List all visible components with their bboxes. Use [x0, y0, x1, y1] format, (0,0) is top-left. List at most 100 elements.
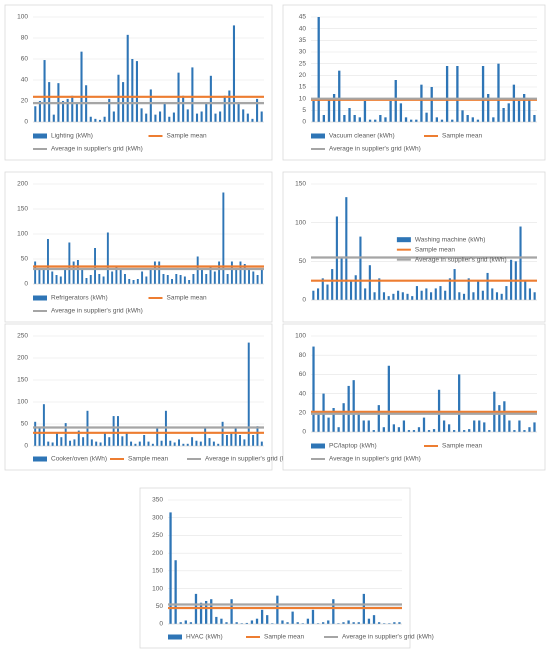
y-tick-label: 250: [17, 333, 28, 340]
bar: [191, 67, 194, 122]
bar: [149, 269, 152, 284]
bar: [442, 420, 446, 432]
bar: [327, 417, 330, 432]
bar: [209, 75, 212, 122]
bar: [204, 428, 207, 446]
bar: [256, 275, 259, 284]
y-tick-label: 10: [299, 95, 307, 102]
bar: [260, 111, 263, 122]
bar: [451, 119, 454, 122]
bar: [481, 290, 484, 300]
bar: [519, 226, 522, 300]
panel: [282, 323, 546, 471]
bar: [340, 257, 343, 300]
bar: [230, 599, 233, 624]
y-tick-label: 45: [299, 14, 307, 21]
bar: [246, 113, 249, 122]
bar: [372, 615, 376, 624]
bar: [215, 616, 218, 624]
y-tick-label: 5: [302, 107, 306, 114]
y-tick-label: 50: [299, 258, 307, 265]
bar: [242, 109, 245, 122]
bar: [34, 106, 37, 122]
bar: [234, 428, 237, 446]
bar: [47, 441, 50, 446]
y-tick-label: 60: [21, 56, 29, 63]
bar: [374, 119, 377, 122]
bar: [518, 420, 521, 432]
bar: [196, 256, 199, 284]
bar: [225, 435, 228, 446]
bar: [359, 236, 362, 300]
bar: [119, 269, 122, 284]
bar: [447, 424, 451, 432]
bar: [98, 274, 101, 284]
bar: [199, 441, 202, 446]
bar: [108, 437, 111, 446]
bar: [184, 620, 187, 624]
y-tick-label: 100: [17, 399, 28, 406]
bar: [434, 288, 437, 300]
bar: [160, 440, 163, 446]
bar: [115, 266, 118, 284]
bar: [271, 623, 274, 624]
bar: [108, 98, 111, 122]
bar: [125, 432, 128, 446]
bar: [169, 512, 172, 624]
bar: [175, 274, 178, 284]
bar: [363, 101, 367, 122]
bar: [156, 428, 159, 446]
bar: [256, 98, 259, 122]
bar: [500, 293, 503, 300]
bar: [205, 103, 208, 122]
y-tick-label: 300: [152, 514, 163, 521]
bar: [448, 278, 451, 300]
bar: [124, 274, 126, 284]
legend-swatch: [396, 237, 411, 243]
legend-swatch: [168, 634, 182, 640]
bar: [255, 618, 259, 624]
y-tick-label: 200: [17, 181, 28, 188]
bar: [402, 420, 406, 432]
bar: [357, 622, 360, 624]
bar: [89, 275, 92, 284]
bar: [483, 422, 486, 432]
bar: [230, 261, 233, 284]
bar: [85, 278, 88, 284]
bar: [533, 422, 536, 432]
bar: [250, 620, 254, 624]
legend-label: PC/laptop (kWh): [329, 443, 377, 450]
bar: [378, 278, 381, 300]
bar: [179, 275, 182, 284]
bar: [379, 115, 382, 122]
bar: [286, 622, 289, 624]
bar: [80, 51, 83, 122]
legend-label: Sample mean: [264, 634, 304, 641]
legend-label: Cooker/oven (kWh): [51, 456, 107, 463]
bar: [226, 274, 229, 284]
bar: [461, 110, 464, 122]
bar: [149, 89, 152, 122]
bar: [533, 292, 536, 300]
bar: [225, 622, 228, 624]
bar: [106, 232, 109, 284]
bar: [342, 403, 345, 432]
bar: [235, 622, 238, 624]
bar: [51, 442, 54, 446]
bar: [243, 264, 246, 284]
bar: [131, 59, 134, 122]
bar: [243, 439, 246, 446]
bar: [440, 119, 444, 122]
bar: [81, 269, 84, 284]
bar: [90, 439, 93, 446]
bar: [445, 66, 449, 122]
bar: [430, 292, 433, 300]
bar: [223, 95, 226, 122]
bar: [166, 275, 169, 284]
y-tick-label: 150: [17, 377, 28, 384]
bar: [128, 279, 131, 284]
bar: [476, 119, 480, 122]
bar: [407, 430, 411, 432]
bar: [425, 288, 428, 300]
legend-swatch: [311, 443, 325, 449]
